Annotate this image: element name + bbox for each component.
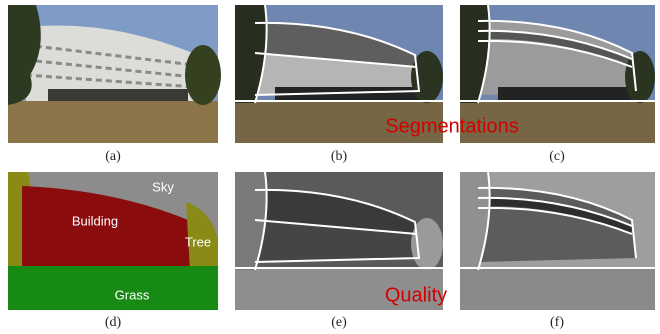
- panel-label: (b): [331, 149, 348, 164]
- panel-label: (e): [331, 315, 347, 330]
- panel-label: (c): [549, 149, 565, 164]
- annotation: Quality: [385, 284, 447, 306]
- quality-panel: [460, 172, 655, 310]
- region-label: Building: [72, 213, 118, 228]
- region-label: Tree: [185, 234, 211, 249]
- grass: [8, 266, 218, 310]
- region-label: Grass: [115, 287, 150, 302]
- segment: [460, 268, 655, 310]
- tree-right: [185, 45, 221, 105]
- panel-label: (f): [550, 315, 564, 330]
- figure: Sky Building Tree Grass Segmentations Qu…: [0, 0, 660, 334]
- ground-floor: [48, 89, 188, 101]
- panel-label: (d): [105, 315, 122, 330]
- segment: [498, 87, 636, 101]
- panel-label: (a): [105, 149, 121, 164]
- label-panel: Sky Building Tree Grass: [8, 172, 218, 310]
- region-label: Sky: [152, 179, 174, 194]
- photo-panel: [8, 5, 221, 143]
- grass: [8, 101, 218, 143]
- annotation: Segmentations: [385, 115, 518, 137]
